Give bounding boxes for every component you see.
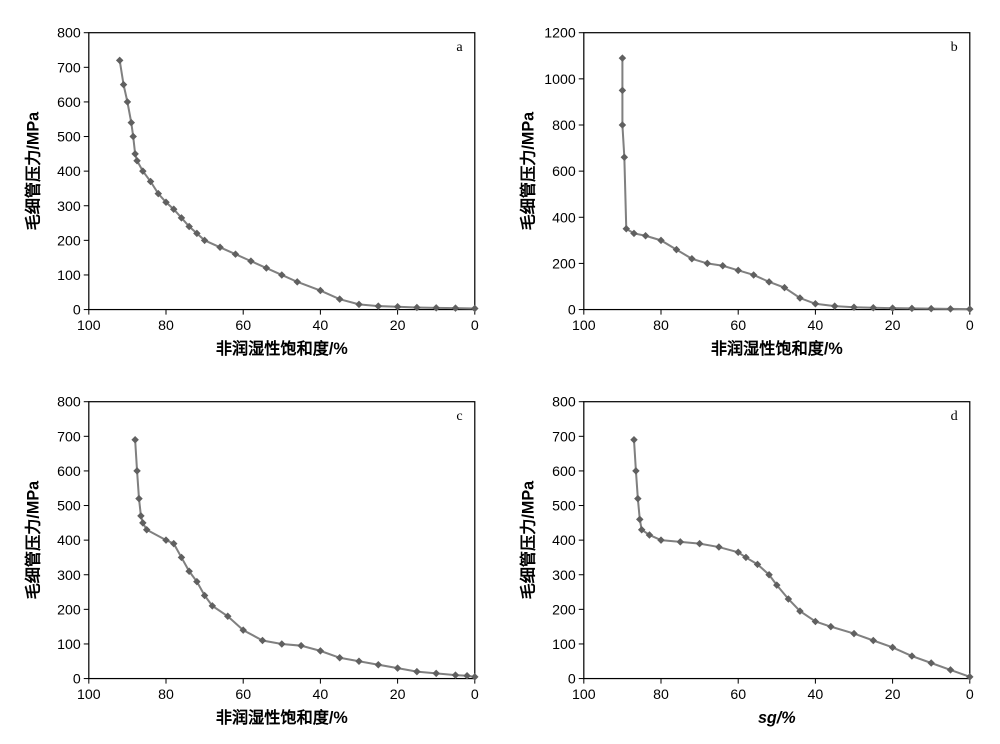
svg-text:0: 0 <box>471 317 479 333</box>
svg-text:0: 0 <box>73 670 81 686</box>
svg-text:sg/%: sg/% <box>758 709 796 727</box>
svg-text:非润湿性饱和度/%: 非润湿性饱和度/% <box>711 339 843 358</box>
svg-text:400: 400 <box>57 163 81 179</box>
svg-text:800: 800 <box>57 25 81 41</box>
svg-text:60: 60 <box>235 685 251 701</box>
svg-text:60: 60 <box>235 317 251 333</box>
svg-text:700: 700 <box>57 59 81 75</box>
svg-text:40: 40 <box>808 685 824 701</box>
svg-text:c: c <box>456 408 462 424</box>
chart-grid: 0100200300400500600700800020406080100毛细管… <box>10 10 990 734</box>
svg-text:0: 0 <box>73 302 81 318</box>
svg-text:400: 400 <box>552 532 576 548</box>
svg-text:60: 60 <box>730 685 746 701</box>
svg-text:0: 0 <box>966 685 974 701</box>
svg-text:a: a <box>456 39 463 55</box>
svg-text:300: 300 <box>552 566 576 582</box>
svg-text:60: 60 <box>730 317 746 333</box>
panel-b: 0 200 400 600 800 1000 1200 0 20 40 60 80 100 毛细管压力/M… <box>505 10 990 369</box>
svg-text:600: 600 <box>552 463 576 479</box>
panel-a: 0100200300400500600700800020406080100毛细管… <box>10 10 495 369</box>
svg-text:100: 100 <box>552 636 576 652</box>
svg-text:800: 800 <box>552 393 576 409</box>
svg-text:100: 100 <box>572 317 596 333</box>
svg-text:毛细管压力/MPa: 毛细管压力/MPa <box>518 111 537 231</box>
svg-text:毛细管压力/MPa: 毛细管压力/MPa <box>518 480 537 600</box>
svg-text:100: 100 <box>57 267 81 283</box>
svg-text:40: 40 <box>808 317 824 333</box>
svg-text:毛细管压力/MPa: 毛细管压力/MPa <box>23 480 42 600</box>
svg-text:700: 700 <box>552 428 576 444</box>
panel-c: 0100200300400500600700800020406080100毛细管… <box>10 379 495 738</box>
chart-b: 0 200 400 600 800 1000 1200 0 20 40 60 80 100 毛细管压力/M… <box>505 10 990 369</box>
svg-text:600: 600 <box>57 463 81 479</box>
svg-text:300: 300 <box>57 198 81 214</box>
svg-text:200: 200 <box>552 255 576 271</box>
svg-text:b: b <box>951 39 958 55</box>
svg-text:80: 80 <box>158 317 174 333</box>
svg-text:500: 500 <box>57 497 81 513</box>
svg-text:200: 200 <box>57 601 81 617</box>
svg-text:400: 400 <box>552 209 576 225</box>
svg-text:80: 80 <box>158 685 174 701</box>
svg-text:300: 300 <box>57 566 81 582</box>
svg-text:20: 20 <box>885 317 901 333</box>
svg-text:40: 40 <box>313 317 329 333</box>
svg-text:20: 20 <box>390 317 406 333</box>
svg-text:200: 200 <box>57 232 81 248</box>
chart-a: 0100200300400500600700800020406080100毛细管… <box>10 10 495 369</box>
svg-text:600: 600 <box>552 163 576 179</box>
svg-text:毛细管压力/MPa: 毛细管压力/MPa <box>23 111 42 231</box>
svg-text:1200: 1200 <box>544 25 576 41</box>
svg-text:800: 800 <box>552 117 576 133</box>
svg-text:非润湿性饱和度/%: 非润湿性饱和度/% <box>216 708 348 727</box>
svg-text:100: 100 <box>77 317 101 333</box>
svg-text:100: 100 <box>57 636 81 652</box>
svg-text:0: 0 <box>568 670 576 686</box>
svg-text:500: 500 <box>552 497 576 513</box>
svg-text:400: 400 <box>57 532 81 548</box>
panel-d: 0100200300400500600700800020406080100毛细管… <box>505 379 990 738</box>
svg-text:1000: 1000 <box>544 71 576 87</box>
svg-text:0: 0 <box>966 317 974 333</box>
svg-text:600: 600 <box>57 94 81 110</box>
svg-text:0: 0 <box>471 685 479 701</box>
svg-text:d: d <box>951 408 958 424</box>
chart-d: 0100200300400500600700800020406080100毛细管… <box>505 379 990 738</box>
svg-text:500: 500 <box>57 129 81 145</box>
svg-text:20: 20 <box>885 685 901 701</box>
svg-text:200: 200 <box>552 601 576 617</box>
svg-text:700: 700 <box>57 428 81 444</box>
svg-text:100: 100 <box>77 685 101 701</box>
svg-text:100: 100 <box>572 685 596 701</box>
chart-c: 0100200300400500600700800020406080100毛细管… <box>10 379 495 738</box>
svg-text:800: 800 <box>57 393 81 409</box>
svg-text:0: 0 <box>568 302 576 318</box>
svg-text:40: 40 <box>313 685 329 701</box>
svg-text:20: 20 <box>390 685 406 701</box>
svg-text:80: 80 <box>653 317 669 333</box>
svg-text:非润湿性饱和度/%: 非润湿性饱和度/% <box>216 339 348 358</box>
svg-text:80: 80 <box>653 685 669 701</box>
